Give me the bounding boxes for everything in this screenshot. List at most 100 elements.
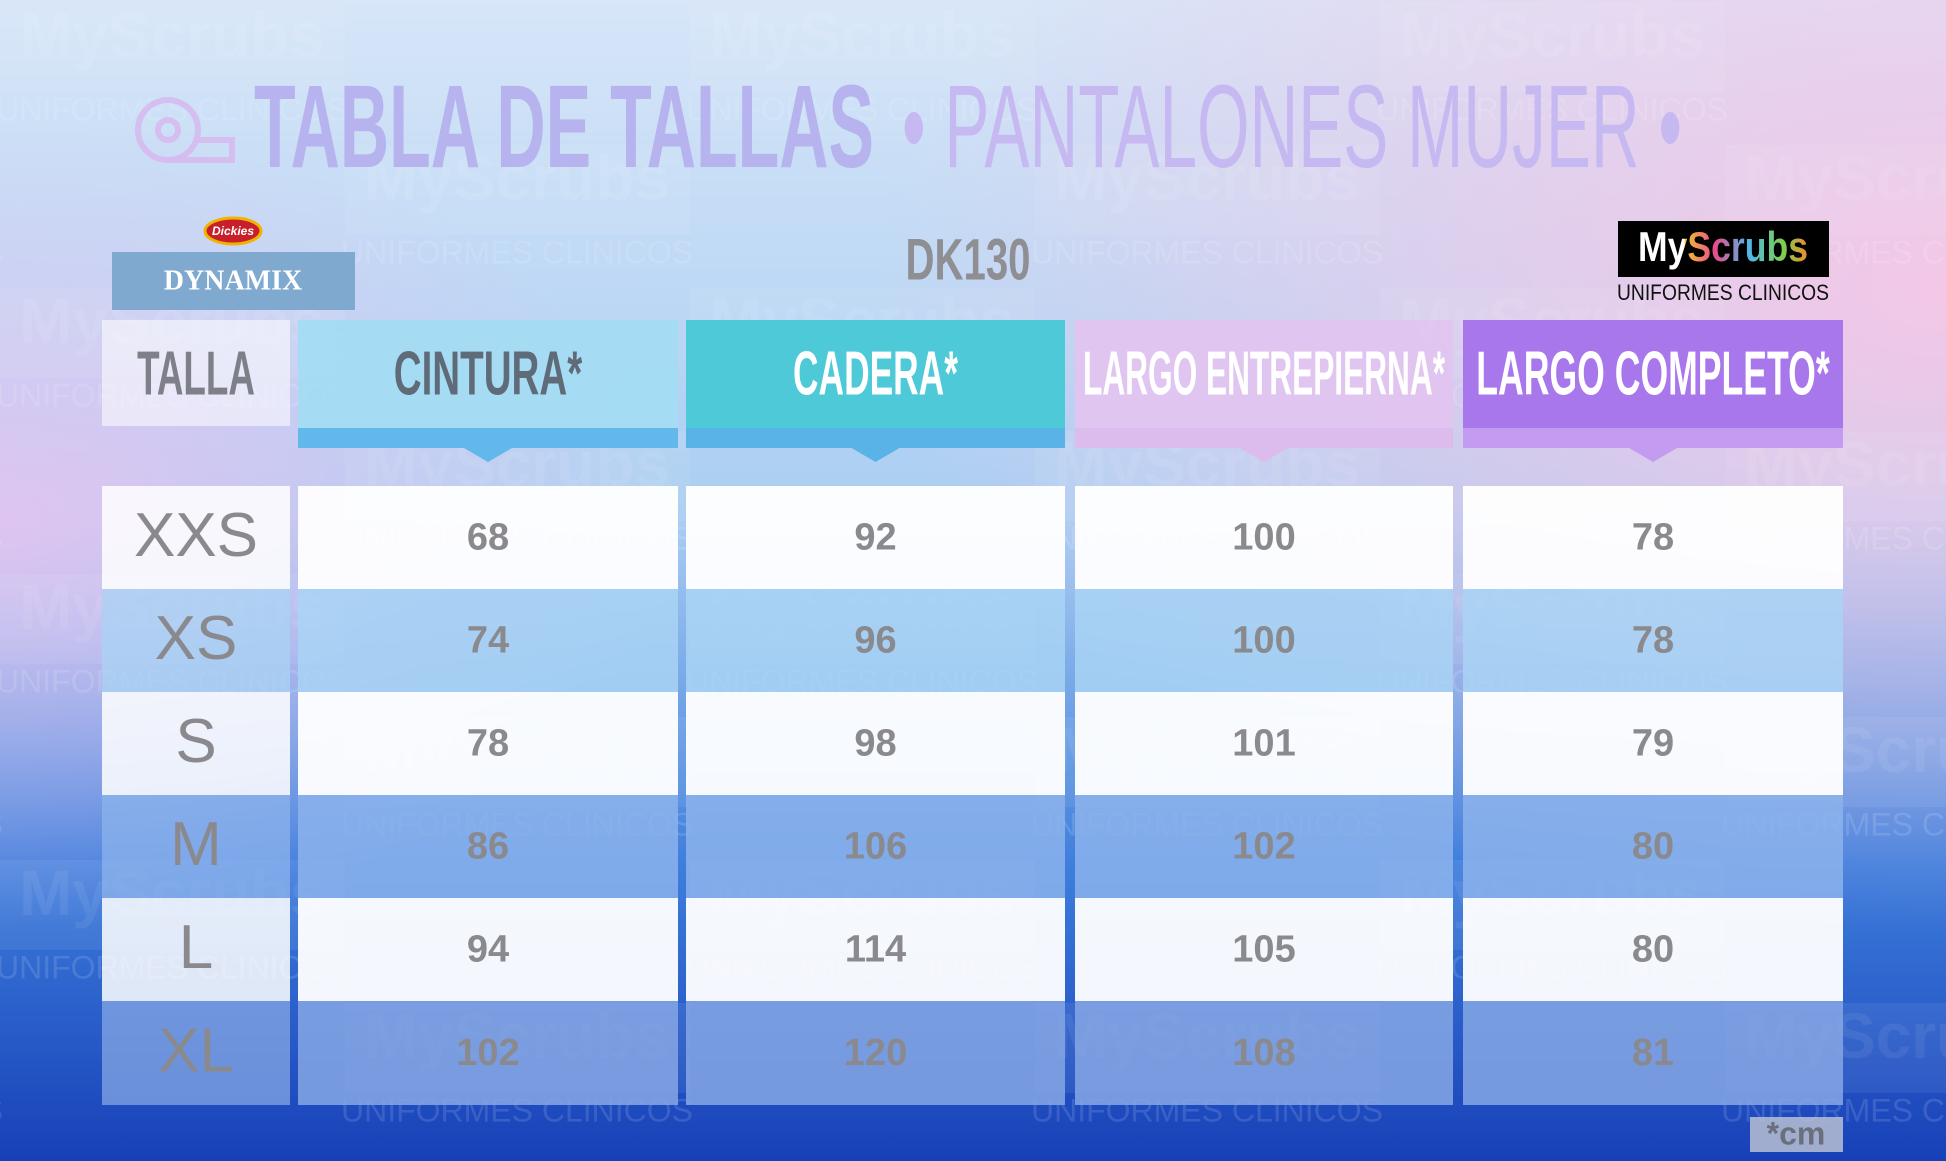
table-cell — [298, 486, 678, 589]
measurement: 106 — [844, 826, 907, 868]
measurement: 92 — [854, 517, 896, 559]
measurement: 100 — [1232, 620, 1295, 662]
measurement: 94 — [467, 929, 509, 971]
table-cell — [102, 589, 290, 692]
store-tagline: UNIFORMES CLINICOS — [1617, 280, 1829, 305]
column-header: LARGO COMPLETO* — [1476, 339, 1830, 408]
table-cell — [102, 692, 290, 795]
footnote-box — [1750, 1117, 1843, 1152]
measurement: 78 — [1632, 517, 1674, 559]
size-label: S — [175, 707, 216, 776]
table-cell — [1463, 1001, 1843, 1105]
measurement: 100 — [1232, 517, 1295, 559]
table-cell — [686, 795, 1065, 898]
table-cell — [686, 589, 1065, 692]
table-cell — [298, 692, 678, 795]
header-band — [1463, 428, 1843, 448]
size-label: XL — [158, 1016, 234, 1085]
measurement: 78 — [467, 723, 509, 765]
watermark-tile — [1035, 145, 1380, 235]
table-cell — [1463, 692, 1843, 795]
title: TABLA DE TALLAS — [254, 61, 874, 193]
watermark-tagline: UNIFORMES CLINICOS — [0, 520, 3, 556]
table-cell — [1463, 486, 1843, 589]
size-label: L — [179, 913, 213, 982]
measurement: 96 — [854, 620, 896, 662]
measurement: 81 — [1632, 1032, 1674, 1074]
header-cell — [1075, 320, 1453, 430]
watermark-tagline: UNIFORMES CLINICOS — [686, 91, 1038, 127]
measurement: 86 — [467, 826, 509, 868]
measurement: 102 — [1232, 826, 1295, 868]
column-header: CINTURA* — [394, 339, 583, 408]
watermark-tile — [0, 2, 345, 92]
measurement: 80 — [1632, 826, 1674, 868]
table-cell — [1463, 589, 1843, 692]
table-cell — [1075, 589, 1453, 692]
column-header: TALLA — [137, 339, 255, 408]
measurement: 78 — [1632, 620, 1674, 662]
table-cell — [686, 692, 1065, 795]
header-pointer — [1629, 448, 1677, 462]
watermark-tagline: UNIFORMES CLINICOS — [1376, 91, 1728, 127]
table-cell — [298, 589, 678, 692]
watermark-tile — [690, 2, 1035, 92]
table-cell — [1075, 1001, 1453, 1105]
measurement: 74 — [467, 620, 509, 662]
table-cell — [686, 898, 1065, 1001]
header-band — [1075, 428, 1453, 448]
table-cell — [102, 795, 290, 898]
table-cell — [1075, 486, 1453, 589]
watermark-tagline: UNIFORMES CLINICOS — [0, 806, 3, 842]
store-logo — [1618, 221, 1829, 277]
size-label: XS — [155, 604, 238, 673]
dickies-logo-text: Dickies — [212, 224, 254, 238]
dickies-logo — [203, 216, 263, 246]
watermark-tagline: UNIFORMES CLINICOS — [341, 234, 693, 270]
watermark-tile — [345, 145, 690, 235]
header-pointer — [1240, 448, 1288, 462]
table-cell — [102, 1001, 290, 1105]
watermark-tile — [1725, 145, 1946, 235]
footnote: *cm — [1767, 1115, 1826, 1151]
size-label: XXS — [134, 501, 258, 570]
table-cell — [1075, 898, 1453, 1001]
table-cell — [1463, 898, 1843, 1001]
watermark-tagline: UNIFORMES CLINICOS — [0, 234, 3, 270]
watermark-name: MyScrubs — [1054, 142, 1360, 214]
table-cell — [686, 1001, 1065, 1105]
measurement: 80 — [1632, 929, 1674, 971]
watermark-name: MyScrubs — [364, 142, 670, 214]
subtitle: • PANTALONES MUJER • — [902, 61, 1682, 193]
size-table: TALLA CINTURA* CADERA* LARGO ENTREPIERNA* LA… — [102, 320, 1843, 1105]
watermark-name: MyScrubs — [19, 0, 325, 71]
measurement: 98 — [854, 723, 896, 765]
header-cell — [102, 320, 290, 426]
header-cell — [686, 320, 1065, 430]
measurement: 79 — [1632, 723, 1674, 765]
header-band — [686, 428, 1065, 448]
watermark-tagline: UNIFORMES CLINICOS — [0, 1092, 3, 1128]
watermark-name: MyScrubs — [1744, 142, 1946, 214]
store-name: MyScrubs — [1638, 223, 1808, 270]
model-code: DK130 — [906, 227, 1031, 292]
watermark-tagline: UNIFORMES CLINICOS — [1031, 234, 1383, 270]
column-header: LARGO ENTREPIERNA* — [1083, 339, 1445, 408]
table-cell — [1075, 692, 1453, 795]
table-cell — [298, 1001, 678, 1105]
table-cell — [102, 898, 290, 1001]
measurement: 105 — [1232, 929, 1295, 971]
column-header: CADERA* — [793, 339, 958, 408]
table-cell — [298, 795, 678, 898]
table-cell — [102, 486, 290, 589]
table-cell — [1463, 795, 1843, 898]
table-cell — [1075, 795, 1453, 898]
watermark-tile — [1380, 2, 1725, 92]
measurement: 108 — [1232, 1032, 1295, 1074]
size-label: M — [170, 810, 222, 879]
header-band — [298, 428, 678, 448]
measurement: 68 — [467, 517, 509, 559]
measurement: 102 — [456, 1032, 519, 1074]
watermark-name: MyScrubs — [1399, 0, 1705, 71]
